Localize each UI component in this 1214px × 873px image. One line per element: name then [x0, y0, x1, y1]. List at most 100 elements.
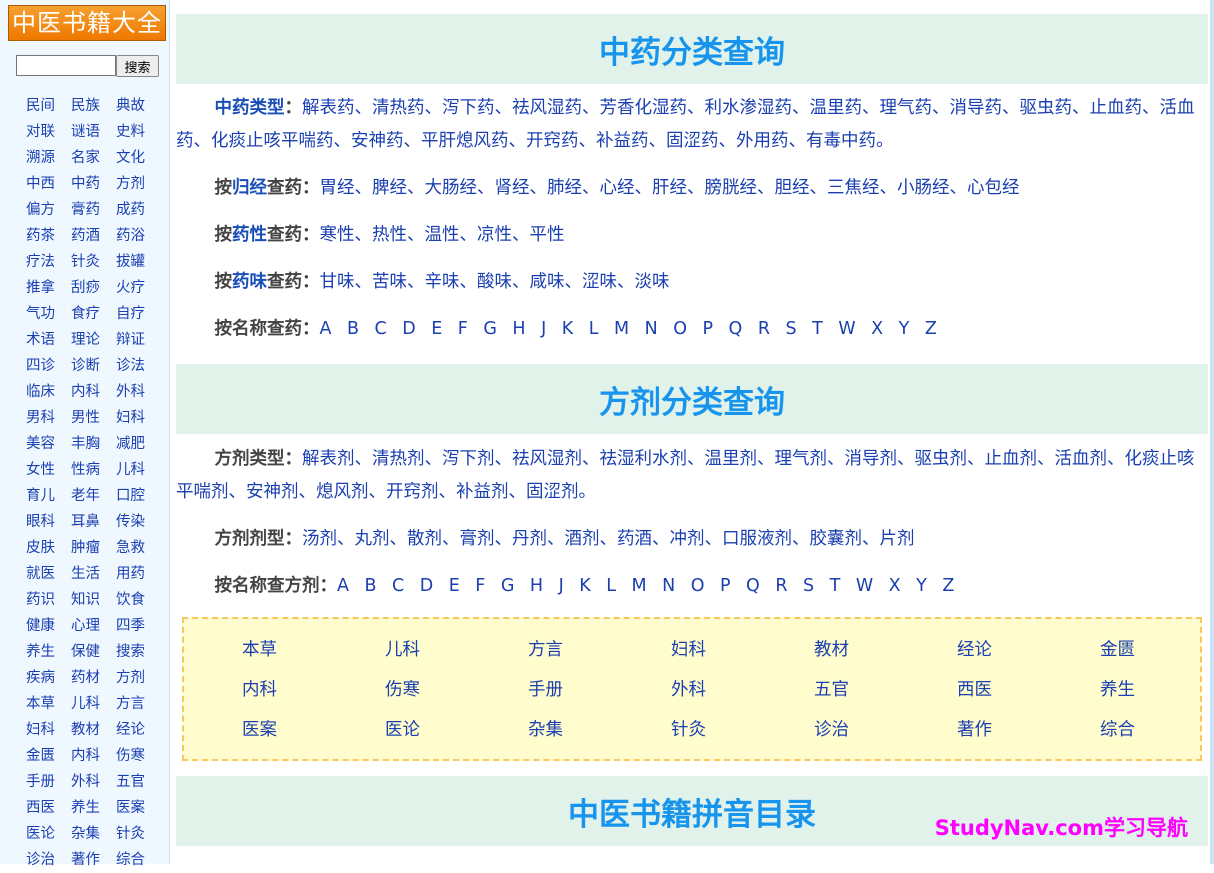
book-category-link[interactable]: 教材: [814, 640, 849, 660]
letter-link[interactable]: K: [561, 319, 574, 339]
sidebar-link[interactable]: 养生: [26, 644, 55, 660]
sidebar-link[interactable]: 健康: [26, 618, 55, 634]
category-link[interactable]: 汤剂: [302, 529, 337, 549]
sidebar-link[interactable]: 老年: [71, 488, 100, 504]
category-link[interactable]: 消导药: [949, 98, 1003, 118]
book-category-link[interactable]: 妇科: [671, 640, 706, 660]
category-link[interactable]: 辛味: [424, 272, 460, 292]
book-category-link[interactable]: 养生: [1100, 680, 1135, 700]
sidebar-link[interactable]: 养生: [71, 800, 100, 816]
letter-link[interactable]: L: [606, 576, 616, 596]
letter-link[interactable]: L: [588, 319, 599, 339]
sidebar-link[interactable]: 外科: [71, 774, 100, 790]
category-link[interactable]: 补益剂: [456, 482, 509, 502]
category-link[interactable]: 甘味: [319, 272, 355, 292]
sidebar-link[interactable]: 传染: [116, 514, 145, 530]
letter-link[interactable]: W: [855, 576, 874, 596]
category-link[interactable]: 温里剂: [704, 449, 758, 469]
category-link[interactable]: 肝经: [652, 178, 687, 198]
letter-link[interactable]: E: [448, 576, 460, 596]
sidebar-link[interactable]: 史料: [116, 124, 145, 140]
sidebar-link[interactable]: 药茶: [26, 228, 55, 244]
book-category-link[interactable]: 西医: [957, 680, 992, 700]
letter-link[interactable]: G: [500, 576, 515, 596]
category-link[interactable]: 止血剂: [984, 449, 1038, 469]
sidebar-link[interactable]: 医案: [116, 800, 145, 816]
sidebar-link[interactable]: 减肥: [116, 436, 145, 452]
sidebar-link[interactable]: 民间: [26, 98, 55, 114]
sidebar-link[interactable]: 内科: [71, 384, 100, 400]
sidebar-link[interactable]: 西医: [26, 800, 55, 816]
sidebar-link[interactable]: 文化: [116, 150, 145, 166]
letter-link[interactable]: C: [374, 319, 387, 339]
letter-link[interactable]: Y: [898, 319, 910, 339]
sidebar-link[interactable]: 综合: [116, 852, 145, 868]
sidebar-link[interactable]: 内科: [71, 748, 100, 764]
sidebar-link[interactable]: 临床: [26, 384, 55, 400]
category-link[interactable]: 开窍药: [526, 131, 579, 151]
sidebar-link[interactable]: 四季: [116, 618, 145, 634]
category-link[interactable]: 肺经: [547, 178, 582, 198]
sidebar-link[interactable]: 生活: [71, 566, 100, 582]
sidebar-link[interactable]: 耳鼻: [71, 514, 100, 530]
letter-link[interactable]: X: [871, 319, 884, 339]
category-link[interactable]: 平性: [529, 225, 565, 245]
sidebar-link[interactable]: 妇科: [26, 722, 55, 738]
letter-link[interactable]: A: [319, 319, 332, 339]
category-link[interactable]: 驱虫药: [1019, 98, 1073, 118]
category-link[interactable]: 寒性: [319, 225, 355, 245]
search-button[interactable]: 搜索: [116, 55, 159, 77]
category-link[interactable]: 消导剂: [844, 449, 898, 469]
sidebar-link[interactable]: 性病: [71, 462, 100, 478]
sidebar-link[interactable]: 疾病: [26, 670, 55, 686]
letter-link[interactable]: M: [614, 319, 630, 339]
category-link[interactable]: 温里药: [809, 98, 863, 118]
sidebar-link[interactable]: 外科: [116, 384, 145, 400]
category-link[interactable]: 固涩剂: [526, 482, 579, 502]
category-link[interactable]: 理气药: [879, 98, 933, 118]
category-link[interactable]: 脾经: [372, 178, 407, 198]
sidebar-link[interactable]: 伤寒: [116, 748, 145, 764]
category-link[interactable]: 淡味: [634, 272, 670, 292]
category-link[interactable]: 安神药: [351, 131, 404, 151]
category-link[interactable]: 药酒: [617, 529, 652, 549]
book-category-link[interactable]: 医案: [242, 720, 277, 740]
category-link[interactable]: 平肝熄风药: [421, 131, 509, 151]
sidebar-link[interactable]: 五官: [116, 774, 145, 790]
book-category-link[interactable]: 五官: [814, 680, 849, 700]
sidebar-link[interactable]: 保健: [71, 644, 100, 660]
book-category-link[interactable]: 杂集: [528, 720, 563, 740]
sidebar-link[interactable]: 育儿: [26, 488, 55, 504]
category-link[interactable]: 安神剂: [246, 482, 299, 502]
book-category-link[interactable]: 著作: [957, 720, 992, 740]
letter-link[interactable]: O: [690, 576, 705, 596]
letter-link[interactable]: Q: [728, 319, 743, 339]
sidebar-link[interactable]: 中药: [71, 176, 100, 192]
category-link[interactable]: 咸味: [529, 272, 565, 292]
sidebar-link[interactable]: 火疗: [116, 280, 145, 296]
sidebar-link[interactable]: 对联: [26, 124, 55, 140]
category-link[interactable]: 心经: [599, 178, 635, 198]
letter-link[interactable]: O: [673, 319, 687, 339]
category-link[interactable]: 开窍剂: [386, 482, 439, 502]
sidebar-link[interactable]: 偏方: [26, 202, 55, 218]
category-link[interactable]: 酸味: [477, 272, 512, 292]
letter-link[interactable]: H: [529, 576, 544, 596]
letter-link[interactable]: J: [541, 319, 547, 339]
sidebar-link[interactable]: 刮痧: [71, 280, 100, 296]
site-logo[interactable]: 中医书籍大全: [8, 5, 166, 41]
sidebar-link[interactable]: 儿科: [116, 462, 145, 478]
category-link[interactable]: 肾经: [494, 178, 530, 198]
category-link[interactable]: 活血药: [176, 98, 1195, 151]
letter-link[interactable]: Z: [942, 576, 955, 596]
letter-link[interactable]: P: [719, 576, 731, 596]
sidebar-link[interactable]: 谜语: [71, 124, 100, 140]
letter-link[interactable]: C: [392, 576, 405, 596]
sidebar-link[interactable]: 拔罐: [116, 254, 145, 270]
category-link[interactable]: 活血剂: [1054, 449, 1108, 469]
book-category-link[interactable]: 经论: [957, 640, 992, 660]
category-link[interactable]: 解表剂: [302, 449, 355, 469]
letter-link[interactable]: S: [803, 576, 815, 596]
letter-link[interactable]: H: [512, 319, 526, 339]
sidebar-link[interactable]: 男科: [26, 410, 55, 426]
